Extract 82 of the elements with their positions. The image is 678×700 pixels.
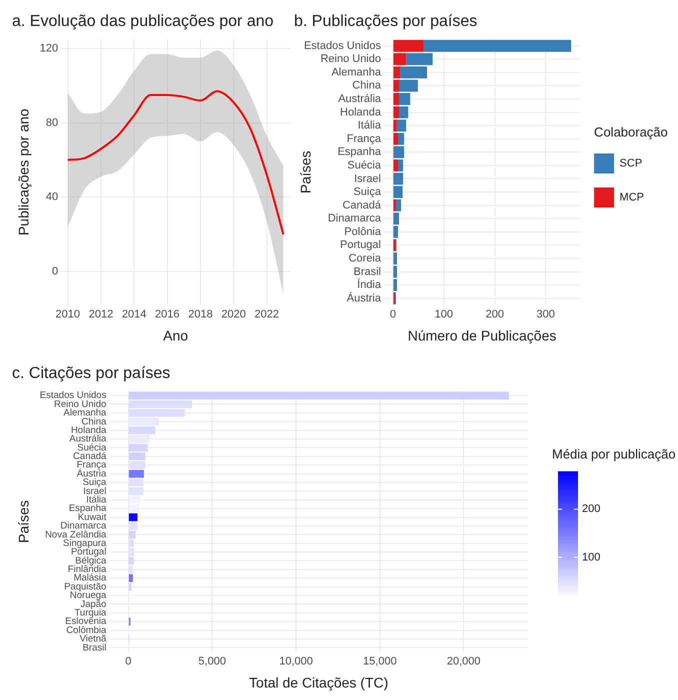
- y-tick-label: Colômbia: [66, 624, 108, 636]
- y-tick-label: Espanha: [68, 503, 108, 514]
- y-tick-label: Nova Zelândia: [45, 529, 108, 540]
- y-tick-label: Canadá: [73, 451, 108, 462]
- y-tick-label: Japão: [80, 598, 106, 610]
- y-tick-label: Brasil: [353, 266, 381, 278]
- x-tick-label: 20,000: [446, 656, 481, 668]
- x-tick-label: 2020: [221, 308, 246, 321]
- y-tick-label: Holanda: [340, 106, 382, 118]
- y-axis-title: Países: [297, 150, 314, 194]
- y-tick-label: Kuwait: [78, 512, 107, 523]
- y-tick-label: Israel: [83, 486, 106, 497]
- y-tick-label: Alemanha: [64, 408, 108, 419]
- y-tick-label: Suécia: [347, 159, 382, 172]
- y-tick-label: Reino Unido: [320, 53, 381, 66]
- y-tick-label: Polônia: [344, 226, 382, 238]
- y-tick-label: Itália: [86, 494, 108, 506]
- y-tick-label: Espanha: [338, 146, 382, 158]
- y-tick-label: Canadá: [342, 199, 382, 212]
- x-tick-label: 200: [486, 308, 504, 321]
- x-tick-label: 10,000: [279, 656, 313, 668]
- y-tick-label: Noruega: [70, 590, 108, 602]
- x-tick-label: 15,000: [363, 656, 397, 668]
- x-tick-label: 0: [125, 656, 132, 668]
- y-tick-label: Reino Unido: [54, 398, 106, 410]
- y-tick-label: 80: [46, 116, 58, 129]
- x-axis-title: Número de Publicações: [408, 327, 556, 344]
- y-tick-label: Malásia: [74, 572, 108, 584]
- y-tick-label: Austrália: [69, 434, 108, 445]
- chart-title: b. Publicações por países: [294, 13, 478, 30]
- x-tick-label: 2014: [122, 308, 146, 321]
- x-tick-label: 2018: [188, 308, 213, 321]
- x-axis-title: Total de Citações (TC): [249, 674, 388, 690]
- y-tick-label: Dinamarca: [60, 520, 108, 532]
- y-axis-title: Publicações por ano: [15, 108, 32, 236]
- chart-title: a. Evolução das publicações por ano: [12, 13, 274, 30]
- y-tick-label: Índia: [357, 278, 382, 292]
- color-bar-title: Média por publicação: [552, 446, 676, 462]
- y-tick-label: Estados Unidos: [40, 390, 107, 402]
- y-tick-label: Bélgica: [75, 555, 108, 566]
- y-tick-label: Paquistão: [64, 581, 106, 592]
- legend-label: SCP: [620, 158, 642, 170]
- color-bar-label: 100: [582, 551, 600, 564]
- x-tick-label: 2012: [88, 308, 114, 321]
- y-tick-label: Alemanha: [331, 66, 382, 78]
- y-tick-label: China: [352, 80, 382, 92]
- y-tick-label: Vietnã: [80, 634, 108, 645]
- y-tick-label: Suiça: [353, 186, 382, 198]
- x-tick-label: 0: [390, 308, 396, 321]
- y-tick-label: China: [82, 416, 108, 428]
- y-tick-label: Holanda: [70, 424, 108, 436]
- y-tick-label: Estados Unidos: [304, 40, 382, 52]
- x-axis-title: Ano: [163, 327, 188, 344]
- x-tick-label: 300: [536, 308, 555, 321]
- y-tick-label: Portugal: [70, 546, 106, 558]
- y-tick-label: Itália: [358, 120, 382, 132]
- y-tick-label: Brasil: [82, 642, 106, 654]
- y-tick-label: Coreia: [348, 252, 382, 265]
- x-tick-label: 5,000: [198, 656, 226, 668]
- legend-title: Colaboração: [594, 124, 668, 140]
- y-tick-label: Singapura: [63, 538, 108, 549]
- y-tick-label: Israel: [354, 172, 381, 185]
- y-tick-label: Suécia: [77, 442, 108, 454]
- y-tick-label: 0: [52, 266, 58, 278]
- y-tick-label: Suiça: [82, 477, 108, 488]
- y-tick-label: 120: [40, 42, 58, 55]
- color-bar-label: 200: [582, 503, 600, 516]
- y-tick-label: Eslovênia: [65, 616, 108, 628]
- legend-label: MCP: [620, 192, 644, 204]
- y-tick-label: 40: [46, 191, 58, 204]
- y-tick-label: Turquia: [74, 608, 108, 619]
- y-tick-label: Áustria: [346, 291, 382, 304]
- x-tick-label: 2010: [56, 308, 80, 321]
- x-tick-label: 100: [434, 308, 454, 321]
- y-axis-title: Países: [15, 500, 32, 544]
- y-tick-label: Portugal: [340, 239, 381, 252]
- x-tick-label: 2016: [155, 308, 180, 321]
- y-tick-label: Dinamarca: [328, 212, 382, 225]
- x-tick-label: 2022: [254, 308, 280, 321]
- y-tick-label: França: [346, 132, 382, 145]
- y-tick-label: Austrália: [338, 93, 382, 106]
- chart-title: c. Citações por países: [12, 365, 170, 382]
